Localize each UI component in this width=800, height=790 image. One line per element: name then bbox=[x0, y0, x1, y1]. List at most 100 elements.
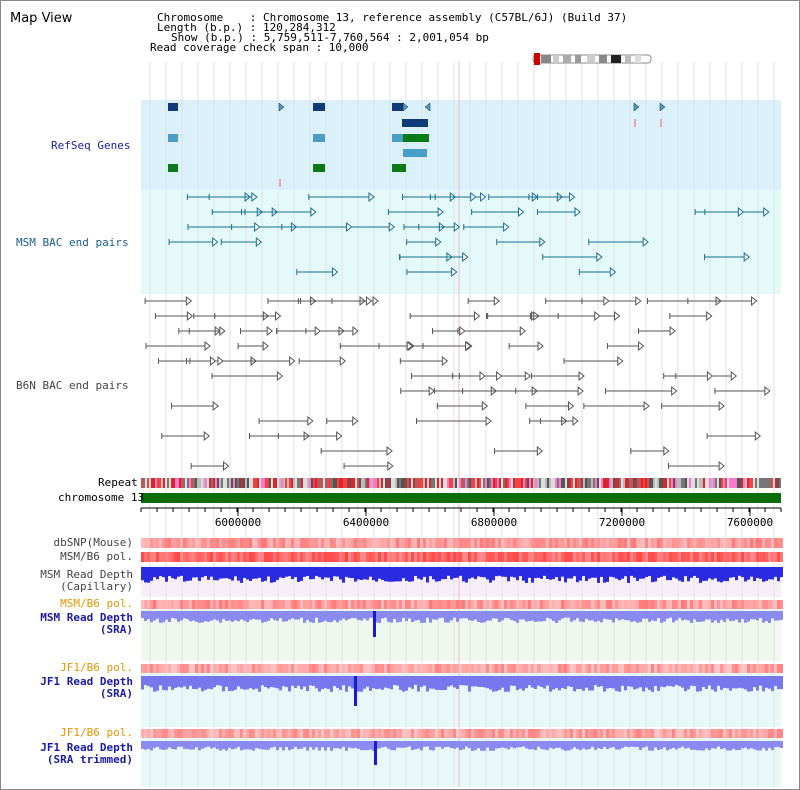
jf1-pol2-heat bbox=[426, 729, 429, 738]
track-label-msm-depth-sra-1[interactable]: MSM Read Depth bbox=[40, 611, 133, 624]
msm-pol-heat bbox=[279, 552, 282, 562]
jf1-sra-depth bbox=[516, 676, 519, 690]
msm-bac-pair-arrow bbox=[254, 221, 261, 233]
msm-cap-depth bbox=[636, 567, 639, 581]
repeat-segment bbox=[743, 478, 745, 488]
msm-pol2-heat bbox=[699, 600, 702, 609]
msm-sra-depth bbox=[624, 611, 627, 620]
repeat-segment bbox=[755, 478, 757, 488]
msm-pol-heat bbox=[567, 552, 570, 562]
b6n-bac-pair-arrow bbox=[479, 370, 486, 382]
msm-pol2-heat bbox=[522, 600, 525, 609]
jf1-trim-depth bbox=[453, 741, 456, 749]
track-label-chromosome[interactable]: chromosome 13 bbox=[58, 491, 145, 504]
track-label-jf1-depth-sra-1[interactable]: JF1 Read Depth bbox=[40, 675, 133, 688]
jf1-pol-heat bbox=[207, 664, 210, 673]
repeat-segment bbox=[391, 478, 393, 488]
msm-sra-depth bbox=[642, 611, 645, 619]
jf1-trim-depth bbox=[696, 741, 699, 751]
msm-pol-heat bbox=[711, 552, 714, 562]
repeat-segment bbox=[609, 478, 611, 488]
track-label-b6n-bac[interactable]: B6N BAC end pairs bbox=[16, 379, 129, 392]
jf1-pol2-heat bbox=[681, 729, 684, 738]
jf1-trim-depth bbox=[141, 741, 144, 749]
jf1-trim-depth bbox=[468, 741, 471, 749]
msm-pol2-heat bbox=[228, 600, 231, 609]
msm-sra-depth bbox=[549, 611, 552, 619]
msm-pol-heat bbox=[411, 552, 414, 562]
msm-pol2-heat bbox=[771, 600, 774, 609]
msm-pol-heat bbox=[750, 552, 753, 562]
msm-pol-heat bbox=[258, 552, 261, 562]
msm-sra-depth bbox=[774, 611, 777, 621]
track-label-msm-depth-cap-1[interactable]: MSM Read Depth bbox=[40, 568, 133, 581]
dbsnp-heat bbox=[189, 538, 192, 548]
repeat-segment bbox=[657, 478, 659, 488]
jf1-sra-depth bbox=[441, 676, 444, 691]
dbsnp-heat bbox=[687, 538, 690, 548]
track-label-jf1-b6-pol-2[interactable]: JF1/B6 pol. bbox=[60, 726, 133, 739]
msm-pol-heat bbox=[144, 552, 147, 562]
msm-pol2-heat bbox=[432, 600, 435, 609]
msm-pol2-heat bbox=[408, 600, 411, 609]
repeat-segment bbox=[407, 478, 409, 488]
jf1-pol-heat bbox=[150, 664, 153, 673]
msm-sra-depth bbox=[432, 611, 435, 620]
jf1-pol-heat bbox=[165, 664, 168, 673]
repeat-segment bbox=[401, 478, 403, 488]
jf1-trim-depth bbox=[153, 741, 156, 748]
msm-sra-depth bbox=[243, 611, 246, 621]
track-label-jf1-depth-trim-1[interactable]: JF1 Read Depth bbox=[40, 741, 133, 754]
track-label-jf1-b6-pol-1[interactable]: JF1/B6 pol. bbox=[60, 661, 133, 674]
msm-sra-depth bbox=[264, 611, 267, 622]
repeat-segment bbox=[383, 478, 385, 488]
jf1-trim-depth bbox=[438, 741, 441, 747]
repeat-segment bbox=[597, 478, 599, 488]
jf1-sra-depth bbox=[321, 676, 324, 690]
msm-pol-heat bbox=[720, 552, 723, 562]
msm-pol2-heat bbox=[651, 600, 654, 609]
msm-cap-depth bbox=[657, 567, 660, 578]
jf1-sra-depth bbox=[288, 676, 291, 692]
jf1-pol2-heat bbox=[675, 729, 678, 738]
track-label-dbsnp[interactable]: dbSNP(Mouse) bbox=[53, 536, 133, 549]
dbsnp-heat bbox=[177, 538, 180, 548]
track-label-msm-bac[interactable]: MSM BAC end pairs bbox=[16, 236, 129, 249]
track-label-msm-b6-pol-2[interactable]: MSM/B6 pol. bbox=[60, 597, 133, 610]
jf1-trim-depth bbox=[729, 741, 732, 751]
dbsnp-heat bbox=[639, 538, 642, 548]
track-label-refseq[interactable]: RefSeq Genes bbox=[51, 139, 131, 152]
jf1-sra-depth bbox=[225, 676, 228, 687]
msm-pol-heat bbox=[579, 552, 582, 562]
msm-pol2-heat bbox=[357, 600, 360, 609]
dbsnp-heat bbox=[666, 538, 669, 548]
msm-pol-heat bbox=[396, 552, 399, 562]
jf1-pol2-heat bbox=[165, 729, 168, 738]
jf1-pol2-heat bbox=[243, 729, 246, 738]
msm-cap-depth bbox=[717, 567, 720, 582]
jf1-pol-heat bbox=[756, 664, 759, 673]
jf1-trim-depth bbox=[405, 741, 408, 748]
jf1-trim-depth bbox=[663, 741, 666, 748]
jf1-pol2-heat bbox=[444, 729, 447, 738]
jf1-pol2-heat bbox=[669, 729, 672, 738]
msm-cap-depth bbox=[756, 567, 759, 578]
repeat-segment bbox=[441, 478, 443, 488]
track-label-repeat[interactable]: Repeat bbox=[98, 476, 138, 489]
jf1-trim-depth bbox=[537, 741, 540, 747]
track-label-msm-b6-pol-1[interactable]: MSM/B6 pol. bbox=[60, 550, 133, 563]
b6n-bac-pair-arrow bbox=[217, 355, 224, 367]
dbsnp-heat bbox=[192, 538, 195, 548]
repeat-segment bbox=[497, 478, 499, 488]
jf1-sra-depth bbox=[402, 676, 405, 692]
jf1-pol-heat bbox=[585, 664, 588, 673]
jf1-sra-depth bbox=[228, 676, 231, 691]
refseq-track-bg bbox=[141, 100, 781, 190]
jf1-pol-heat bbox=[189, 664, 192, 673]
jf1-trim-depth bbox=[600, 741, 603, 750]
jf1-sra-depth bbox=[690, 676, 693, 686]
msm-pol2-heat bbox=[525, 600, 528, 609]
repeat-segment bbox=[563, 478, 565, 488]
gene-arrow bbox=[633, 102, 640, 112]
